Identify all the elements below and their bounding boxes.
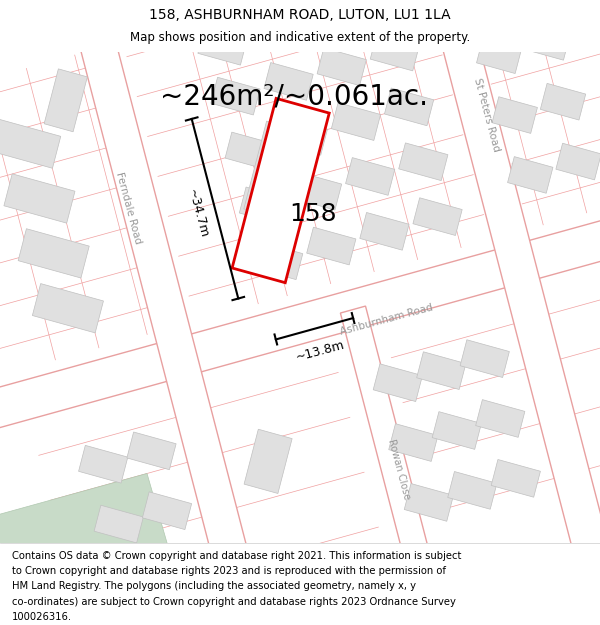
Polygon shape xyxy=(0,119,61,168)
Polygon shape xyxy=(127,432,176,470)
Polygon shape xyxy=(346,158,395,196)
Polygon shape xyxy=(317,48,367,86)
Polygon shape xyxy=(142,492,191,529)
Text: HM Land Registry. The polygons (including the associated geometry, namely x, y: HM Land Registry. The polygons (includin… xyxy=(12,581,416,591)
Polygon shape xyxy=(232,98,329,282)
Polygon shape xyxy=(416,352,466,389)
Text: 158: 158 xyxy=(289,202,337,226)
Polygon shape xyxy=(389,424,438,461)
Polygon shape xyxy=(556,143,600,180)
Polygon shape xyxy=(404,484,454,521)
Polygon shape xyxy=(331,102,380,141)
Polygon shape xyxy=(94,505,143,543)
Polygon shape xyxy=(476,37,522,74)
Polygon shape xyxy=(244,121,307,220)
Polygon shape xyxy=(307,227,356,265)
Polygon shape xyxy=(264,62,313,100)
Polygon shape xyxy=(251,12,300,51)
Text: ~34.7m: ~34.7m xyxy=(185,188,211,239)
Polygon shape xyxy=(18,229,89,278)
Polygon shape xyxy=(71,4,274,625)
Text: Map shows position and indicative extent of the property.: Map shows position and indicative extent… xyxy=(130,31,470,44)
Polygon shape xyxy=(399,143,448,181)
Polygon shape xyxy=(409,0,600,568)
Polygon shape xyxy=(32,284,103,333)
Text: ~13.8m: ~13.8m xyxy=(294,338,346,364)
Polygon shape xyxy=(44,69,88,132)
Text: Contains OS data © Crown copyright and database right 2021. This information is : Contains OS data © Crown copyright and d… xyxy=(12,551,461,561)
Polygon shape xyxy=(525,24,570,60)
Polygon shape xyxy=(79,446,128,483)
Polygon shape xyxy=(278,118,328,155)
Text: 158, ASHBURNHAM ROAD, LUTON, LU1 1LA: 158, ASHBURNHAM ROAD, LUTON, LU1 1LA xyxy=(149,8,451,21)
Polygon shape xyxy=(432,412,481,449)
Polygon shape xyxy=(508,157,553,193)
Polygon shape xyxy=(244,429,292,494)
Polygon shape xyxy=(491,459,541,498)
Polygon shape xyxy=(385,88,434,126)
Polygon shape xyxy=(340,306,438,592)
Polygon shape xyxy=(360,213,409,250)
Polygon shape xyxy=(370,33,419,71)
Polygon shape xyxy=(0,474,199,625)
Text: ~246m²/~0.061ac.: ~246m²/~0.061ac. xyxy=(160,83,428,111)
Text: co-ordinates) are subject to Crown copyright and database rights 2023 Ordnance S: co-ordinates) are subject to Crown copyr… xyxy=(12,596,456,606)
Polygon shape xyxy=(461,0,506,14)
Polygon shape xyxy=(541,83,586,120)
Text: to Crown copyright and database rights 2023 and is reproduced with the permissio: to Crown copyright and database rights 2… xyxy=(12,566,446,576)
Polygon shape xyxy=(413,198,462,236)
Polygon shape xyxy=(492,97,538,133)
Polygon shape xyxy=(304,0,353,36)
Polygon shape xyxy=(239,187,289,225)
Polygon shape xyxy=(4,174,75,223)
Polygon shape xyxy=(448,471,497,509)
Polygon shape xyxy=(198,28,247,65)
Text: Ashburnham Road: Ashburnham Road xyxy=(339,302,434,337)
Polygon shape xyxy=(292,173,341,210)
Polygon shape xyxy=(373,364,422,401)
Polygon shape xyxy=(476,399,525,437)
Text: 100026316.: 100026316. xyxy=(12,612,72,622)
Polygon shape xyxy=(0,213,600,438)
Polygon shape xyxy=(254,242,303,279)
Polygon shape xyxy=(158,552,207,589)
Polygon shape xyxy=(460,340,509,377)
Polygon shape xyxy=(357,0,407,21)
Polygon shape xyxy=(211,78,260,115)
Text: St Peters Road: St Peters Road xyxy=(472,76,501,152)
Polygon shape xyxy=(110,565,159,602)
Polygon shape xyxy=(225,132,274,170)
Text: Ferndale Road: Ferndale Road xyxy=(114,171,143,245)
Text: Rowan Close: Rowan Close xyxy=(386,438,412,501)
